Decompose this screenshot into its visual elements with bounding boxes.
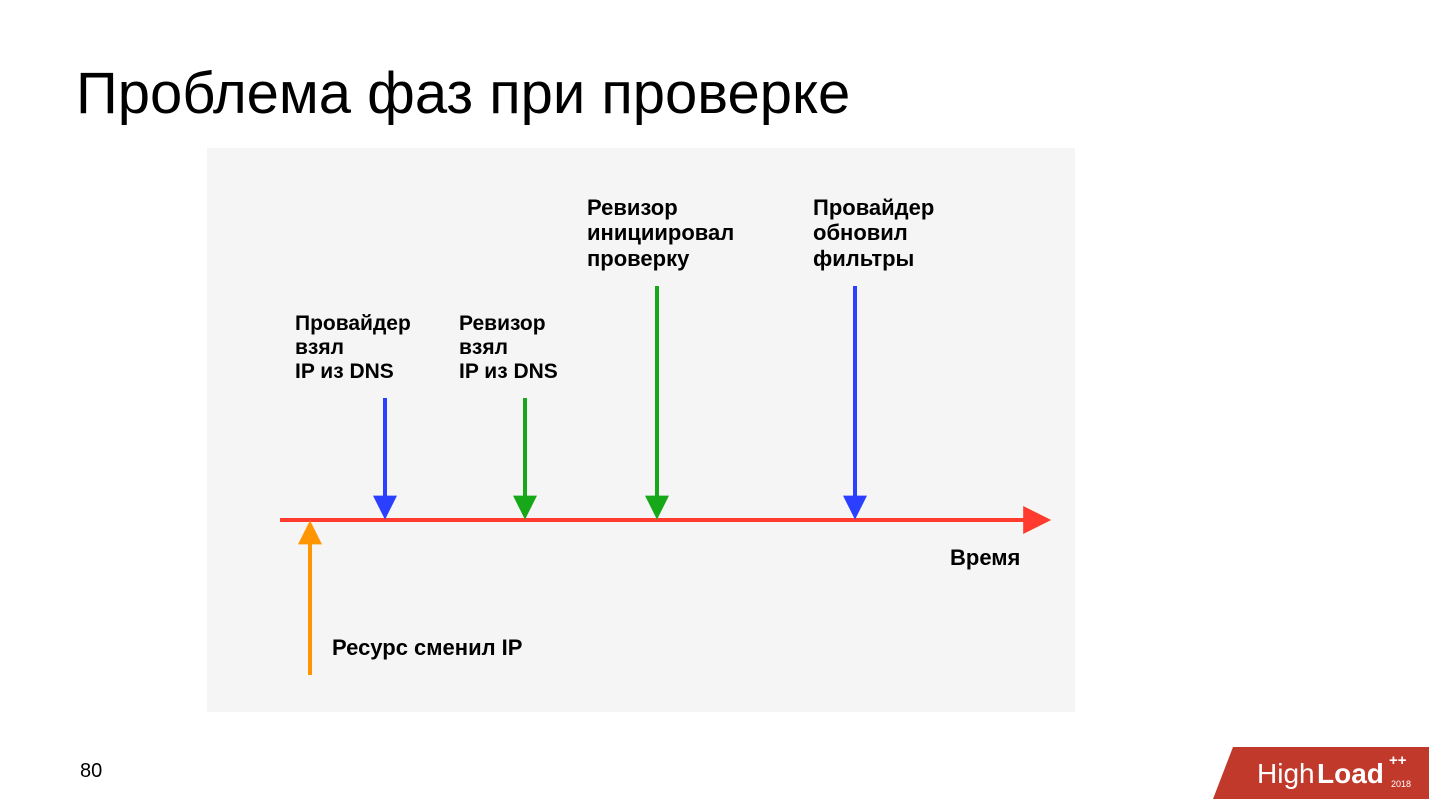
event-label-provider-took-ip: Провайдер взял IP из DNS	[295, 312, 411, 384]
svg-text:2018: 2018	[1391, 779, 1411, 789]
event-label-resource-changed-ip: Ресурс сменил IP	[332, 635, 522, 660]
event-label-revizor-initiated: Ревизор инициировал проверку	[587, 195, 734, 271]
event-labels-layer: Провайдер взял IP из DNS Ревизор взял IP …	[0, 0, 1429, 804]
event-label-provider-updated: Провайдер обновил фильтры	[813, 195, 934, 271]
event-label-revizor-took-ip: Ревизор взял IP из DNS	[459, 312, 558, 384]
highload-logo: High Load ++ 2018	[1209, 743, 1429, 804]
svg-text:++: ++	[1389, 752, 1407, 769]
svg-text:Load: Load	[1317, 758, 1384, 789]
svg-text:High: High	[1257, 758, 1315, 789]
